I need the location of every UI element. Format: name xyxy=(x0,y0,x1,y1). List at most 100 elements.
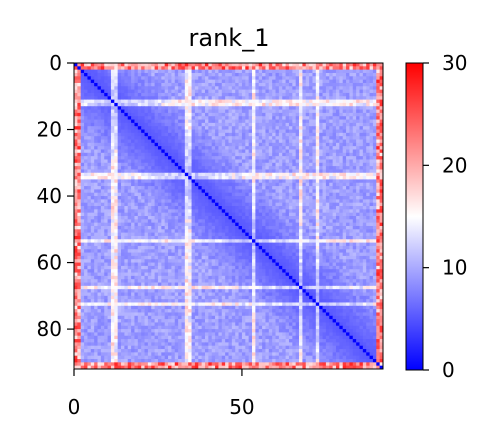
heatmap-cell xyxy=(238,109,243,114)
heatmap-cell xyxy=(127,142,132,147)
heatmap-cell xyxy=(137,142,142,147)
heatmap-cell xyxy=(268,225,273,230)
heatmap-cell xyxy=(258,172,263,177)
heatmap-cell xyxy=(174,172,179,177)
heatmap-cell xyxy=(346,122,350,127)
heatmap-cell xyxy=(194,179,199,184)
heatmap-cell xyxy=(184,186,189,190)
heatmap-cell xyxy=(157,169,162,174)
heatmap-cell xyxy=(356,176,360,180)
heatmap-cell xyxy=(275,206,280,210)
heatmap-cell xyxy=(309,102,313,107)
heatmap-cell xyxy=(228,109,233,114)
heatmap-cell xyxy=(77,129,82,134)
heatmap-cell xyxy=(302,122,307,127)
heatmap-cell xyxy=(80,159,85,164)
heatmap-cell xyxy=(268,82,273,87)
heatmap-cell xyxy=(359,202,364,207)
heatmap-cell xyxy=(117,132,122,137)
heatmap-cell xyxy=(204,166,209,170)
heatmap-cell xyxy=(221,192,226,197)
heatmap-cell xyxy=(157,99,162,104)
heatmap-cell xyxy=(80,182,85,187)
heatmap-cell xyxy=(151,99,156,104)
heatmap-cell xyxy=(174,126,179,130)
heatmap-cell xyxy=(147,82,152,87)
heatmap-cell xyxy=(174,69,179,74)
heatmap-cell xyxy=(346,63,350,67)
heatmap-cell xyxy=(322,189,327,194)
heatmap-cell xyxy=(121,99,125,104)
heatmap-cell xyxy=(107,136,112,140)
heatmap-cell xyxy=(262,212,266,217)
heatmap-cell xyxy=(215,99,219,104)
heatmap-cell xyxy=(312,176,317,180)
heatmap-cell xyxy=(359,166,364,170)
heatmap-cell xyxy=(379,202,384,207)
heatmap-cell xyxy=(157,86,162,91)
heatmap-cell xyxy=(188,102,193,107)
heatmap-cell xyxy=(127,222,132,227)
heatmap-cell xyxy=(325,136,330,140)
heatmap-cell xyxy=(299,119,303,124)
heatmap-cell xyxy=(110,159,115,164)
heatmap-cell xyxy=(171,156,176,160)
heatmap-cell xyxy=(221,176,226,180)
heatmap-cell xyxy=(252,132,256,137)
heatmap-cell xyxy=(285,136,290,140)
heatmap-cell xyxy=(376,72,381,77)
heatmap-cell xyxy=(218,89,223,94)
heatmap-cell xyxy=(151,172,156,177)
heatmap-cell xyxy=(114,142,119,147)
heatmap-cell xyxy=(302,186,307,190)
heatmap-cell xyxy=(117,112,122,117)
heatmap-cell xyxy=(252,139,256,144)
heatmap-cell xyxy=(87,235,92,240)
heatmap-cell xyxy=(366,122,371,127)
heatmap-cell xyxy=(349,72,354,77)
heatmap-cell xyxy=(362,69,367,74)
heatmap-cell xyxy=(164,149,169,154)
heatmap-cell xyxy=(241,116,246,120)
heatmap-cell xyxy=(312,89,317,94)
heatmap-cell xyxy=(90,126,95,130)
heatmap-cell xyxy=(74,152,78,157)
heatmap-cell xyxy=(110,142,115,147)
heatmap-cell xyxy=(272,206,276,210)
heatmap-cell xyxy=(258,76,263,81)
heatmap-cell xyxy=(359,102,364,107)
heatmap-cell xyxy=(127,79,132,84)
heatmap-cell xyxy=(211,219,216,224)
heatmap-cell xyxy=(114,166,119,170)
heatmap-cell xyxy=(292,189,297,194)
heatmap-cell xyxy=(275,159,280,164)
heatmap-cell xyxy=(305,239,310,244)
heatmap-cell xyxy=(335,109,340,114)
heatmap-cell xyxy=(154,89,159,94)
heatmap-cell xyxy=(329,212,334,217)
heatmap-cell xyxy=(90,69,95,74)
heatmap-cell xyxy=(164,189,169,194)
heatmap-cell xyxy=(147,136,152,140)
heatmap-cell xyxy=(107,109,112,114)
heatmap-cell xyxy=(131,96,135,101)
heatmap-cell xyxy=(315,225,320,230)
heatmap-cell xyxy=(215,235,219,240)
heatmap-cell xyxy=(319,219,323,224)
heatmap-cell xyxy=(292,96,297,101)
heatmap-cell xyxy=(312,66,317,71)
heatmap-cell xyxy=(325,225,330,230)
heatmap-cell xyxy=(376,172,381,177)
heatmap-cell xyxy=(127,199,132,204)
heatmap-cell xyxy=(191,116,196,120)
heatmap-cell xyxy=(332,63,337,67)
heatmap-cell xyxy=(134,109,139,114)
heatmap-cell xyxy=(312,196,317,200)
heatmap-cell xyxy=(258,142,263,147)
heatmap-cell xyxy=(218,79,223,84)
heatmap-cell xyxy=(134,89,139,94)
heatmap-cell xyxy=(157,232,162,237)
heatmap-cell xyxy=(110,222,115,227)
heatmap-cell xyxy=(178,179,182,184)
heatmap-cell xyxy=(104,96,109,101)
